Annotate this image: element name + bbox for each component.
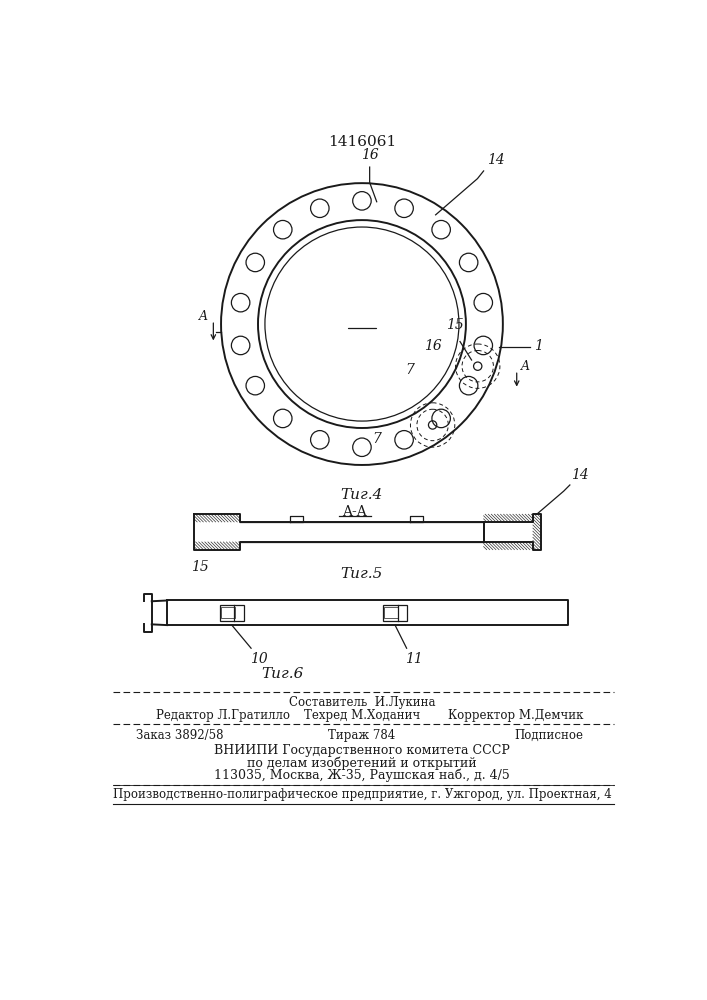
Text: Корректор М.Демчик: Корректор М.Демчик (448, 709, 583, 722)
Text: Τиг.6: Τиг.6 (262, 667, 304, 681)
Text: Подписное: Подписное (514, 729, 583, 742)
Text: Тираж 784: Тираж 784 (328, 729, 396, 742)
Text: Заказ 3892/58: Заказ 3892/58 (136, 729, 224, 742)
Text: A: A (199, 310, 208, 323)
Text: 11: 11 (405, 652, 423, 666)
Text: 15: 15 (192, 560, 209, 574)
Text: Техред М.Ходанич: Техред М.Ходанич (304, 709, 420, 722)
Text: 1416061: 1416061 (328, 135, 396, 149)
Bar (382, 605, 407, 620)
Text: Τиг.4: Τиг.4 (341, 488, 383, 502)
Text: 7: 7 (373, 432, 382, 446)
Text: Составитель  И.Лукина: Составитель И.Лукина (288, 696, 436, 709)
Bar (219, 605, 244, 620)
Text: Производственно-полиграфическое предприятие, г. Ужгород, ул. Проектная, 4: Производственно-полиграфическое предприя… (112, 788, 612, 801)
Bar (221, 607, 235, 618)
Text: A-A: A-A (342, 505, 367, 519)
Text: 7: 7 (406, 363, 414, 377)
Bar (385, 607, 398, 618)
Text: 15: 15 (445, 318, 464, 332)
Text: 14: 14 (571, 468, 589, 482)
Text: Τиг.5: Τиг.5 (341, 567, 383, 581)
Text: 14: 14 (486, 153, 504, 167)
Text: 113035, Москва, Ж-35, Раушская наб., д. 4/5: 113035, Москва, Ж-35, Раушская наб., д. … (214, 769, 510, 782)
Text: 10: 10 (250, 652, 268, 666)
Text: A: A (521, 360, 530, 373)
Text: 1: 1 (534, 339, 542, 353)
Text: по делам изобретений и открытий: по делам изобретений и открытий (247, 756, 477, 770)
Text: ВНИИПИ Государственного комитета СССР: ВНИИПИ Государственного комитета СССР (214, 744, 510, 757)
Text: 16: 16 (361, 148, 378, 162)
Text: Редактор Л.Гратилло: Редактор Л.Гратилло (156, 709, 290, 722)
Text: 16: 16 (424, 339, 442, 353)
